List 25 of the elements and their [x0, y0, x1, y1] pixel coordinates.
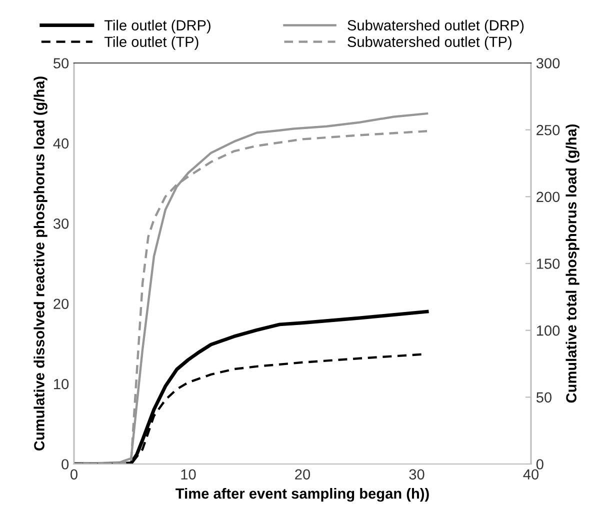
x-tick-label: 20	[295, 469, 310, 480]
y-tick-label: 0	[62, 459, 69, 470]
y-tick-label: 10	[54, 378, 69, 390]
legend-label: Subwatershed outlet (TP)	[348, 36, 512, 50]
y2-tick-label: 50	[536, 392, 552, 403]
y-tick-label: 40	[53, 138, 69, 149]
legend-label: Tile outlet (DRP)	[104, 20, 210, 34]
y2-tick-label: 200	[536, 192, 560, 202]
y2-tick-label: 100	[536, 325, 560, 336]
y2-tick-label: 250	[536, 124, 560, 136]
y2-axis-title: Cumulative total phosphorus load (g/ha)	[566, 124, 580, 403]
legend-label: Tile outlet (TP)	[104, 36, 198, 50]
y-tick-label: 50	[54, 58, 69, 68]
y-tick-label: 20	[54, 298, 69, 310]
x-tick-label: 0	[70, 469, 78, 480]
x-tick-label: 10	[181, 469, 196, 480]
x-tick-label: 30	[409, 469, 424, 480]
legend-label: Subwatershed outlet (DRP)	[348, 20, 524, 34]
y-tick-label: 30	[53, 218, 69, 229]
x-tick-label: 40	[523, 469, 539, 480]
x-axis-title: Time after event sampling began (h))	[176, 488, 429, 502]
y-axis-title: Cumulative dissolved reactive phosphorus load (g/ha)	[34, 76, 48, 450]
y2-tick-label: 300	[536, 58, 560, 68]
y2-tick-label: 150	[536, 258, 560, 269]
y2-tick-label: 0	[536, 459, 544, 470]
